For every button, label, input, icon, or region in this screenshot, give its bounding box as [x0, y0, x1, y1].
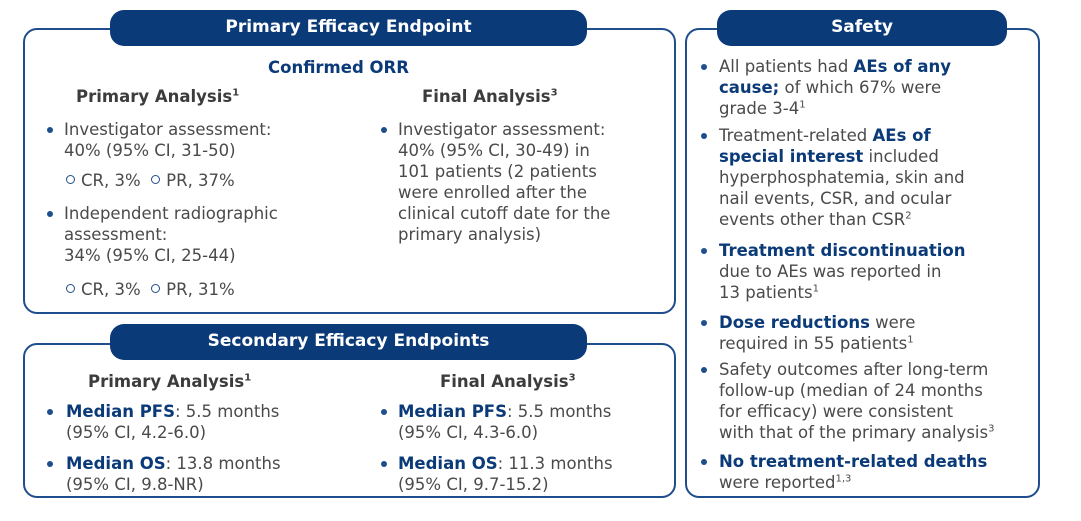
- sub-bullet-icon: [66, 175, 75, 184]
- safety-b2-l5: events other than CSR2: [719, 210, 912, 229]
- final-os: Median OS: 11.3 months: [398, 454, 613, 473]
- orr-investigator-line2: 40% (95% CI, 31-50): [64, 141, 236, 160]
- orr-final-line2: 40% (95% CI, 30-49) in: [398, 141, 590, 160]
- safety-b3-l1: Treatment discontinuation: [719, 241, 966, 260]
- sub-bullet-icon: [151, 284, 161, 293]
- bullet: [381, 409, 387, 415]
- safety-b4-l1: Dose reductions were: [719, 313, 916, 332]
- final-pfs: Median PFS: 5.5 months: [398, 402, 612, 421]
- primary-os-ci: (95% CI, 9.8-NR): [66, 475, 204, 494]
- safety-b3-l2: due to AEs was reported in: [719, 262, 942, 281]
- safety-b6-l1: No treatment-related deaths: [719, 452, 988, 471]
- secondary-efficacy-title: Secondary Efficacy Endpoints: [110, 324, 587, 360]
- confirmed-orr-subtitle: Confirmed ORR: [268, 58, 409, 77]
- orr-final-line3: 101 patients (2 patients: [398, 162, 597, 181]
- bullet: [701, 248, 707, 254]
- primary-analysis-heading: Primary Analysis1: [76, 87, 240, 106]
- primary-efficacy-title: Primary Efficacy Endpoint: [110, 10, 587, 46]
- secondary-final-analysis-heading: Final Analysis3: [440, 372, 576, 391]
- final-pfs-ci: (95% CI, 4.3-6.0): [398, 423, 539, 442]
- primary-pfs-ci: (95% CI, 4.2-6.0): [66, 423, 207, 442]
- bullet: [381, 461, 387, 467]
- bullet: [47, 409, 53, 415]
- primary-os: Median OS: 13.8 months: [66, 454, 281, 473]
- bullet: [47, 211, 53, 217]
- safety-b1-l3: grade 3-41: [719, 99, 806, 118]
- safety-b2-l1: Treatment-related AEs of: [719, 126, 931, 145]
- orr-irc-line2: assessment:: [64, 225, 168, 244]
- bullet: [47, 461, 53, 467]
- safety-b4-l2: required in 55 patients1: [719, 334, 914, 353]
- orr-irc-subitems: CR, 3% PR, 31%: [66, 279, 235, 300]
- final-analysis-heading: Final Analysis3: [422, 87, 558, 106]
- safety-b5-l1: Safety outcomes after long-term: [719, 360, 989, 379]
- orr-final-line4: were enrolled after the: [398, 183, 587, 202]
- bullet: [701, 64, 707, 70]
- safety-b5-l4: with that of the primary analysis3: [719, 423, 995, 442]
- sub-bullet-icon: [151, 175, 161, 184]
- primary-pfs: Median PFS: 5.5 months: [66, 402, 280, 421]
- safety-b2-l2: special interest included: [719, 147, 939, 166]
- bullet: [701, 459, 707, 465]
- orr-irc-line1: Independent radiographic: [64, 204, 278, 223]
- orr-final-line1: Investigator assessment:: [398, 120, 606, 139]
- final-os-ci: (95% CI, 9.7-15.2): [398, 475, 549, 494]
- orr-investigator-subitems: CR, 3% PR, 37%: [66, 170, 235, 191]
- safety-b3-l3: 13 patients1: [719, 283, 819, 302]
- orr-final-line5: clinical cutoff date for the: [398, 204, 611, 223]
- safety-title: Safety: [717, 10, 1007, 46]
- safety-b2-l3: hyperphosphatemia, skin and: [719, 168, 965, 187]
- safety-b6-l2: were reported1,3: [719, 473, 852, 492]
- safety-b1-l2: cause; of which 67% were: [719, 78, 942, 97]
- bullet: [47, 127, 53, 133]
- orr-irc-line3: 34% (95% CI, 25-44): [64, 246, 236, 265]
- sub-bullet-icon: [66, 284, 75, 293]
- safety-b1-l1: All patients had AEs of any: [719, 57, 952, 76]
- bullet: [701, 367, 707, 373]
- orr-investigator-line1: Investigator assessment:: [64, 120, 272, 139]
- safety-b5-l3: for efficacy) were consistent: [719, 402, 954, 421]
- bullet: [701, 133, 707, 139]
- orr-final-line6: primary analysis): [398, 225, 542, 244]
- bullet: [701, 320, 707, 326]
- safety-b2-l4: nail events, CSR, and ocular: [719, 189, 952, 208]
- secondary-primary-analysis-heading: Primary Analysis1: [88, 372, 252, 391]
- bullet: [381, 127, 387, 133]
- safety-b5-l2: follow-up (median of 24 months: [719, 381, 983, 400]
